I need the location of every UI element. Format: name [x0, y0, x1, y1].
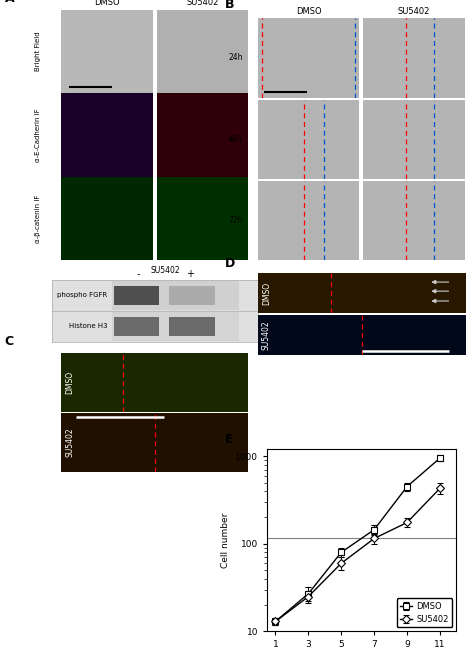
Text: SU5402: SU5402 — [65, 428, 74, 458]
Text: Histone H3: Histone H3 — [69, 324, 107, 329]
Text: α-E-Cadherin IF: α-E-Cadherin IF — [35, 108, 42, 162]
Text: SU5402: SU5402 — [398, 7, 430, 16]
Text: A: A — [5, 0, 14, 5]
Text: SU5402: SU5402 — [150, 266, 180, 275]
Text: B: B — [225, 0, 234, 11]
Text: 72h: 72h — [228, 216, 243, 225]
Text: SU5402: SU5402 — [262, 320, 271, 350]
Bar — [114, 286, 159, 305]
Text: DMSO: DMSO — [65, 370, 74, 394]
Text: phospho FGFR: phospho FGFR — [57, 292, 107, 298]
Bar — [169, 286, 215, 305]
Text: DMSO: DMSO — [262, 281, 271, 305]
Bar — [112, 312, 239, 340]
Text: C: C — [5, 335, 14, 348]
Text: 24h: 24h — [228, 53, 243, 62]
Bar — [169, 317, 215, 336]
Text: Bright Field: Bright Field — [35, 32, 42, 72]
Text: E: E — [225, 433, 233, 446]
Text: D: D — [225, 257, 235, 270]
Text: -: - — [137, 269, 140, 279]
Text: +: + — [186, 269, 194, 279]
Text: SU5402: SU5402 — [187, 0, 219, 7]
Legend: DMSO, SU5402: DMSO, SU5402 — [396, 598, 452, 628]
Bar — [114, 317, 159, 336]
Y-axis label: Cell number: Cell number — [221, 512, 230, 568]
Text: DMSO: DMSO — [296, 7, 322, 16]
Bar — [112, 281, 239, 310]
Text: DMSO: DMSO — [94, 0, 120, 7]
Text: 48h: 48h — [228, 135, 243, 144]
Text: α-β-catenin IF: α-β-catenin IF — [35, 195, 42, 243]
